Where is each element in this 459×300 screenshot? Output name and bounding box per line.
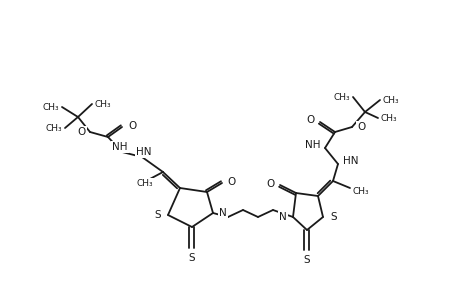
Text: CH₃: CH₃ — [352, 188, 369, 196]
Text: CH₃: CH₃ — [42, 103, 59, 112]
Text: S: S — [188, 253, 195, 263]
Text: S: S — [329, 212, 336, 222]
Text: S: S — [154, 210, 161, 220]
Text: CH₃: CH₃ — [136, 179, 153, 188]
Text: CH₃: CH₃ — [45, 124, 62, 133]
Text: O: O — [266, 179, 274, 189]
Text: O: O — [356, 122, 364, 132]
Text: NH: NH — [305, 140, 320, 150]
Text: CH₃: CH₃ — [380, 113, 397, 122]
Text: N: N — [279, 212, 286, 222]
Text: CH₃: CH₃ — [95, 100, 112, 109]
Text: HN: HN — [342, 156, 358, 166]
Text: O: O — [226, 177, 235, 187]
Text: O: O — [78, 127, 86, 137]
Text: S: S — [303, 255, 310, 265]
Text: HN: HN — [136, 147, 151, 157]
Text: NH: NH — [112, 142, 128, 152]
Text: CH₃: CH₃ — [333, 92, 349, 101]
Text: CH₃: CH₃ — [382, 95, 399, 104]
Text: N: N — [218, 208, 226, 218]
Text: O: O — [306, 115, 314, 125]
Text: O: O — [128, 121, 136, 131]
